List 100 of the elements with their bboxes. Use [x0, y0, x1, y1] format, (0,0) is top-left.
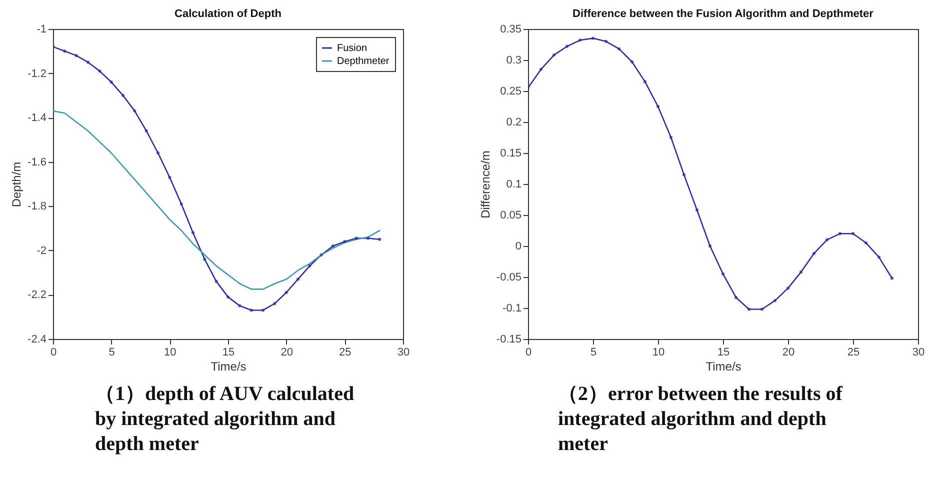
point — [191, 231, 195, 234]
y-tick-label: 0.35 — [500, 24, 522, 36]
chart-title: Calculation of Depth — [174, 8, 282, 20]
x-tick-label: 10 — [652, 346, 665, 358]
x-tick-label: 0 — [50, 346, 57, 358]
point — [261, 308, 265, 312]
point — [812, 252, 816, 256]
point — [682, 173, 686, 176]
y-tick-label: -1.6 — [28, 156, 46, 168]
x-axis-title: Time/s — [706, 360, 742, 374]
y-tick-label: -1.4 — [28, 112, 46, 124]
x-tick-label: 15 — [222, 346, 235, 358]
point — [799, 270, 803, 274]
y-tick-label: 0.25 — [500, 86, 522, 98]
y-tick-label: 0.15 — [500, 148, 522, 160]
point — [74, 54, 78, 58]
y-axis-title: Depth/m — [10, 162, 24, 208]
line-series — [53, 110, 380, 290]
text: （1）depth of AUV calculated by integrated algorithm and depth meter — [95, 382, 355, 457]
y-tick-label: -1.2 — [28, 68, 46, 80]
point — [320, 253, 323, 256]
point — [734, 296, 738, 300]
point — [63, 50, 66, 53]
point — [760, 308, 764, 311]
x-tick-label: 20 — [280, 346, 293, 358]
point — [273, 302, 276, 306]
point — [378, 238, 382, 241]
point — [721, 272, 725, 276]
point — [695, 208, 699, 212]
point — [133, 109, 136, 113]
point — [669, 136, 673, 140]
point — [250, 308, 253, 312]
point — [552, 53, 556, 57]
point — [180, 202, 183, 206]
point — [238, 304, 242, 308]
point — [343, 240, 346, 244]
point — [643, 80, 647, 84]
x-tick-label: 15 — [717, 346, 730, 358]
point — [747, 308, 751, 311]
text: （2）error between the results of integrated algorithm and depth meter — [558, 382, 844, 457]
point — [708, 244, 712, 248]
point — [578, 38, 582, 42]
point — [656, 104, 660, 108]
y-tick-label: 0.3 — [506, 54, 522, 66]
point — [539, 68, 543, 71]
x-tick-label: 5 — [108, 346, 115, 358]
point — [121, 94, 125, 98]
point — [331, 244, 335, 248]
y-axis-title: Difference/m — [478, 150, 492, 218]
x-tick-label: 10 — [164, 346, 176, 358]
point — [877, 256, 881, 259]
point — [565, 44, 569, 48]
point — [825, 238, 829, 242]
point — [366, 236, 370, 240]
point — [604, 40, 608, 43]
x-tick-label: 25 — [847, 346, 860, 358]
point — [354, 236, 358, 240]
x-tick-label: 0 — [525, 346, 532, 358]
chart-title: Difference between the Fusion Algorithm and Depthmeter — [572, 8, 874, 20]
point — [851, 232, 855, 236]
y-tick-label: -2.2 — [28, 289, 46, 302]
point — [308, 264, 312, 268]
point — [296, 278, 300, 281]
legend-label: Depthmeter — [337, 56, 390, 67]
x-tick-label: 30 — [397, 346, 410, 358]
line-series — [528, 36, 894, 311]
point — [630, 60, 634, 64]
y-tick-label: -0.15 — [496, 334, 522, 346]
point — [110, 80, 113, 84]
legend-label: Fusion — [337, 43, 368, 54]
y-tick-label: -1.8 — [28, 200, 46, 213]
y-tick-label: 0.1 — [506, 178, 522, 190]
point — [284, 290, 288, 294]
y-tick-label: -2 — [36, 244, 46, 257]
point — [786, 286, 790, 290]
point — [591, 36, 595, 40]
point — [617, 47, 621, 50]
y-tick-label: -2.4 — [28, 334, 46, 346]
point — [156, 151, 160, 155]
point — [98, 69, 102, 73]
y-tick-label: 0 — [515, 240, 522, 252]
y-tick-label: -1 — [36, 24, 46, 36]
x-tick-label: 5 — [590, 346, 597, 358]
x-tick-label: 20 — [782, 346, 795, 358]
point — [214, 280, 218, 284]
point — [890, 276, 894, 280]
point — [838, 232, 842, 236]
x-tick-label: 25 — [339, 346, 352, 358]
point — [226, 295, 230, 299]
point — [86, 60, 90, 64]
point — [203, 258, 206, 261]
point — [773, 298, 777, 302]
x-tick-label: 30 — [912, 346, 925, 358]
y-tick-label: 0.05 — [500, 210, 522, 222]
point — [864, 241, 868, 244]
y-tick-label: 0.2 — [506, 116, 522, 128]
y-tick-label: -0.1 — [502, 302, 522, 314]
y-tick-label: -0.05 — [496, 272, 522, 284]
x-axis-title: Time/s — [210, 360, 246, 374]
point — [144, 129, 148, 132]
